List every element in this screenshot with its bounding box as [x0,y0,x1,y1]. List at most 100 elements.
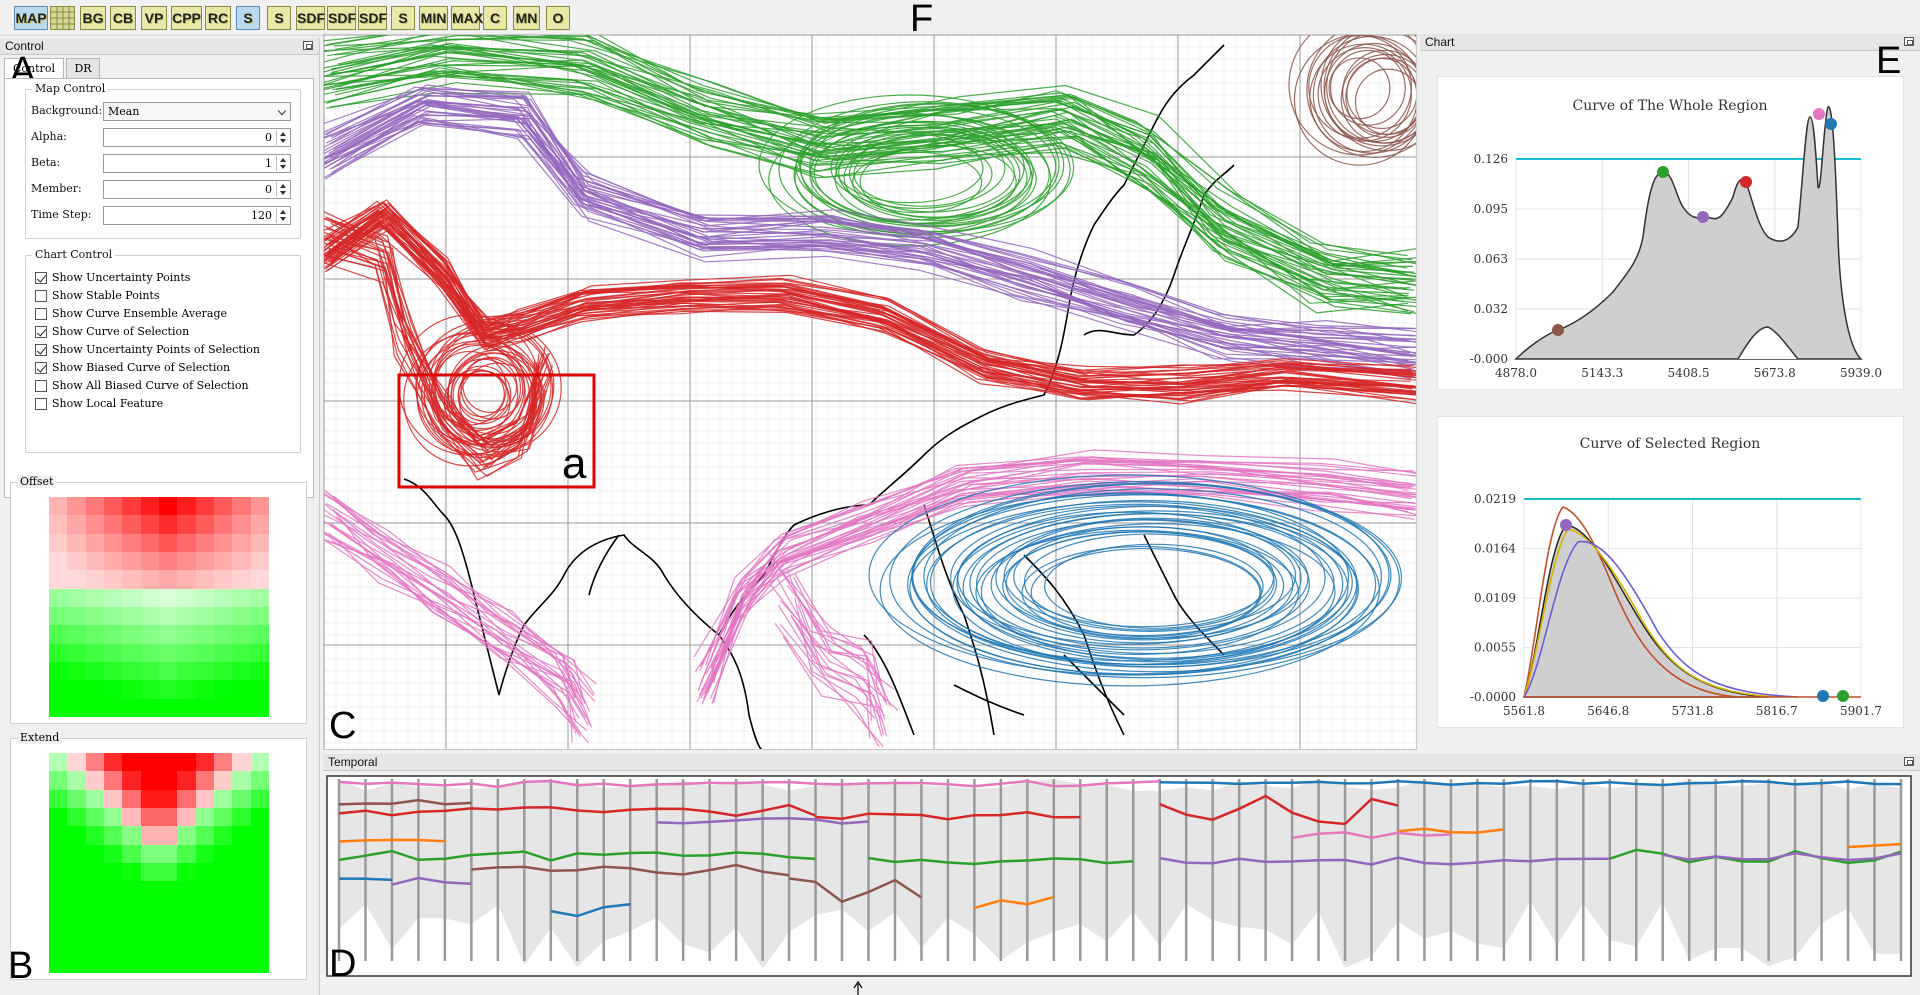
checkbox[interactable] [35,272,47,284]
selected-region-chart[interactable]: Curve of Selected Region 0.0219 0.0164 0.0… [1437,416,1904,728]
heatmap-cell [104,515,123,534]
map-canvas[interactable]: a C [324,35,1417,750]
x-tick-label: 5673.8 [1754,366,1796,380]
selected-region-svg[interactable]: Curve of Selected Region 0.0219 0.0164 0.0… [1438,417,1905,729]
map-view[interactable]: a C [323,34,1417,750]
alpha-spinbox[interactable]: 0 [103,128,291,147]
stream-band [1477,784,1504,948]
sdf-button-1[interactable]: SDF [296,6,325,30]
spin-arrows-icon[interactable] [276,208,289,223]
green-contour [834,131,1037,227]
float-panel-icon[interactable] [1904,37,1914,46]
heatmap-cell [214,899,233,918]
time-cursor-arrow-icon[interactable] [853,980,863,995]
checkbox[interactable] [35,326,47,338]
tab-dr[interactable]: DR [66,58,100,78]
float-panel-icon[interactable] [303,41,313,50]
checkbox[interactable] [35,308,47,320]
whole-region-chart[interactable]: Curve of The Whole Region 0.126 0.095 0.06… [1437,76,1904,390]
checkbox[interactable] [35,398,47,410]
heatmap-cell [140,844,159,863]
extend-heatmap[interactable] [49,753,269,973]
checkbox[interactable] [35,290,47,302]
red-contour [324,225,543,443]
background-select[interactable]: Mean [103,102,291,121]
spin-arrows-icon[interactable] [276,130,289,145]
track-red [815,811,1081,821]
rc-button[interactable]: RC [205,6,231,30]
toolbar: MAP BG CB VP CPP RC S S SDF SDF SDF S MI… [0,0,1920,40]
heatmap-cell [214,643,233,662]
pink-contour [797,604,872,721]
heatmap-cell [140,881,159,900]
blue-contour [1003,518,1297,632]
max-button[interactable]: MAX [451,6,483,30]
blue-contour [950,505,1326,651]
cb-button[interactable]: CB [110,6,136,30]
heatmap-cell [250,570,269,589]
heatmap-cell [159,808,178,827]
pink-contour [694,468,1415,673]
c-button[interactable]: C [483,6,507,30]
heatmap-cell [250,698,269,717]
mn-button[interactable]: MN [513,6,540,30]
tab-control[interactable]: Control [4,58,64,79]
pink-contour [793,576,870,698]
selection-rectangle[interactable] [397,373,596,489]
bg-button[interactable]: BG [80,6,106,30]
o-button[interactable]: O [546,6,570,30]
heatmap-cell [49,588,68,607]
map-control-title: Map Control [32,82,109,95]
map-button[interactable]: MAP [14,6,48,30]
timestep-spinbox[interactable]: 120 [103,206,291,225]
stream-band [1345,786,1372,968]
sdf-button-2[interactable]: SDF [327,6,356,30]
heatmap-cell [140,863,159,882]
green-contour [859,144,1017,219]
heatmap-cell [104,808,123,827]
heatmap-cell [250,643,269,662]
cpp-button[interactable]: CPP [171,6,202,30]
chart-control-group: Chart Control [25,248,301,453]
checkbox[interactable] [35,380,47,392]
pink-contour [774,622,880,748]
checkbox[interactable] [35,362,47,374]
beta-spinbox[interactable]: 1 [103,154,291,173]
pink-contour [782,636,888,737]
heatmap-cell [159,533,178,552]
offset-heatmap[interactable] [49,497,269,717]
temporal-content [337,779,1903,969]
heatmap-cell [177,625,196,644]
sdf-button-3[interactable]: SDF [358,6,387,30]
heatmap-cell [214,570,233,589]
heatmap-cell [85,662,104,681]
checkbox[interactable] [35,344,47,356]
s-button-2[interactable]: S [267,6,291,30]
spin-arrows-icon[interactable] [276,182,289,197]
float-panel-icon[interactable] [1904,757,1914,766]
heatmap-cell [122,533,141,552]
checkbox-label: Show Uncertainty Points of Selection [52,343,260,356]
member-spinbox[interactable]: 0 [103,180,291,199]
pink-contour [324,539,581,737]
heatmap-cell [140,607,159,626]
vp-button[interactable]: VP [141,6,167,30]
track-purple [391,876,472,886]
s-button-1[interactable]: S [236,6,260,30]
beta-label: Beta: [31,156,61,169]
heatmap-cell [49,497,68,516]
spin-arrows-icon[interactable] [276,156,289,171]
grid-button[interactable] [50,6,75,30]
min-button[interactable]: MIN [419,6,448,30]
temporal-view[interactable]: D [323,771,1920,995]
red-contour [324,231,540,451]
heatmap-cell [85,789,104,808]
biased-curve [1523,506,1739,698]
heatmap-cell [232,808,251,827]
whole-region-svg[interactable]: Curve of The Whole Region 0.126 0.095 0.06… [1438,77,1905,391]
heatmap-cell [250,899,269,918]
heatmap-cell [104,698,123,717]
heatmap-cell [140,789,159,808]
heatmap-cell [250,533,269,552]
s-button-3[interactable]: S [391,6,415,30]
